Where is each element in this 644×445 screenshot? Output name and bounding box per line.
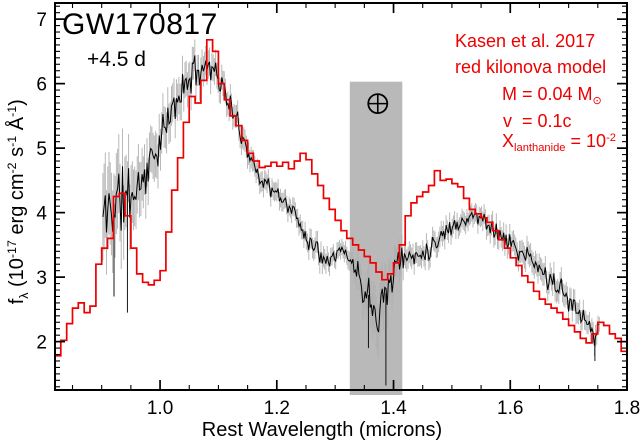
x-tick-label: 1.8 xyxy=(614,398,640,419)
x-tick-label: 1.2 xyxy=(264,398,290,419)
observed-spectrum-line xyxy=(102,55,600,346)
x-tick-label: 1.4 xyxy=(380,398,407,419)
legend-line: v = 0.1c xyxy=(503,111,572,131)
object-title: GW170817 xyxy=(62,8,218,41)
x-axis-title: Rest Wavelength (microns) xyxy=(201,419,443,441)
y-axis-title: fλ (10-17 erg cm-2 s-1 Å-1) xyxy=(5,99,31,305)
y-tick-label: 3 xyxy=(36,268,47,289)
legend-line: Kasen et al. 2017 xyxy=(455,31,596,51)
plot-frame xyxy=(54,2,628,391)
telluric-band xyxy=(349,81,403,395)
earth-symbol-icon xyxy=(368,94,388,114)
legend-line: red kilonova model xyxy=(455,57,607,77)
x-tick-label: 1.0 xyxy=(147,398,173,419)
epoch-label: +4.5 d xyxy=(87,48,146,71)
y-tick-label: 7 xyxy=(36,10,47,31)
x-tick-label: 1.6 xyxy=(497,398,523,419)
legend-line: Xlanthanide = 10-2 xyxy=(502,131,616,155)
y-tick-label: 5 xyxy=(36,139,47,160)
model-spectrum-line xyxy=(55,38,627,357)
y-tick-label: 6 xyxy=(36,75,47,96)
y-tick-label: 4 xyxy=(36,204,47,225)
y-tick-label: 2 xyxy=(36,333,47,354)
legend-line: M = 0.04 M⊙ xyxy=(502,84,602,108)
